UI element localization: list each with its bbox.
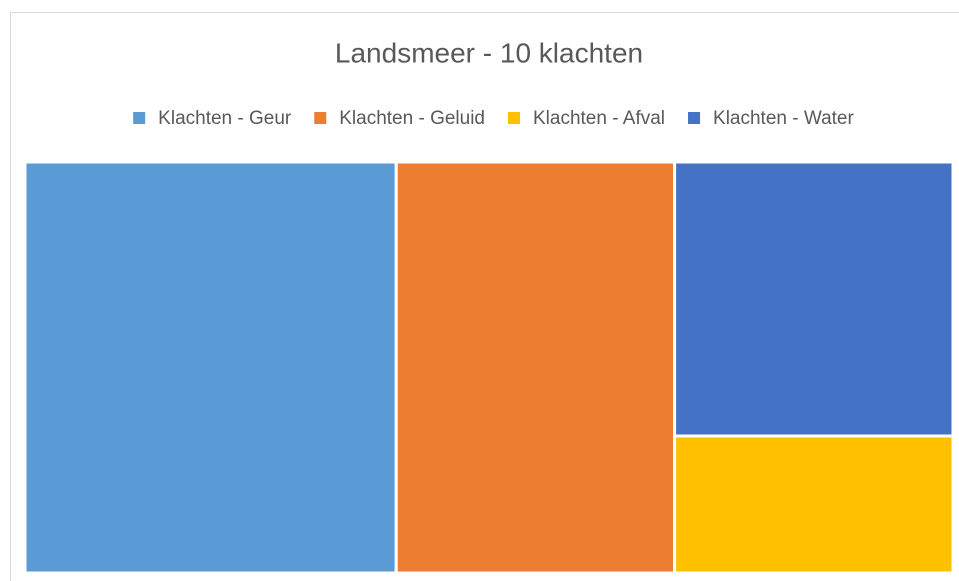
treemap-tile — [673, 160, 955, 438]
legend-label: Klachten - Water — [713, 108, 854, 129]
plot-area — [23, 160, 955, 575]
chart-title: Landsmeer - 10 klachten — [335, 37, 643, 68]
legend-swatch — [314, 112, 327, 124]
legend-swatch — [508, 112, 520, 124]
treemap-tile — [23, 160, 398, 575]
legend: Klachten - Geur Klachten - Geluid Klachten… — [133, 108, 854, 129]
legend-swatch — [133, 112, 146, 124]
legend-label: Klachten - Geluid — [339, 108, 485, 129]
treemap-tile — [673, 434, 955, 575]
treemap-tile — [394, 160, 677, 575]
legend-label: Klachten - Afval — [533, 108, 665, 129]
legend-swatch — [688, 112, 701, 124]
legend-label: Klachten - Geur — [158, 108, 292, 129]
